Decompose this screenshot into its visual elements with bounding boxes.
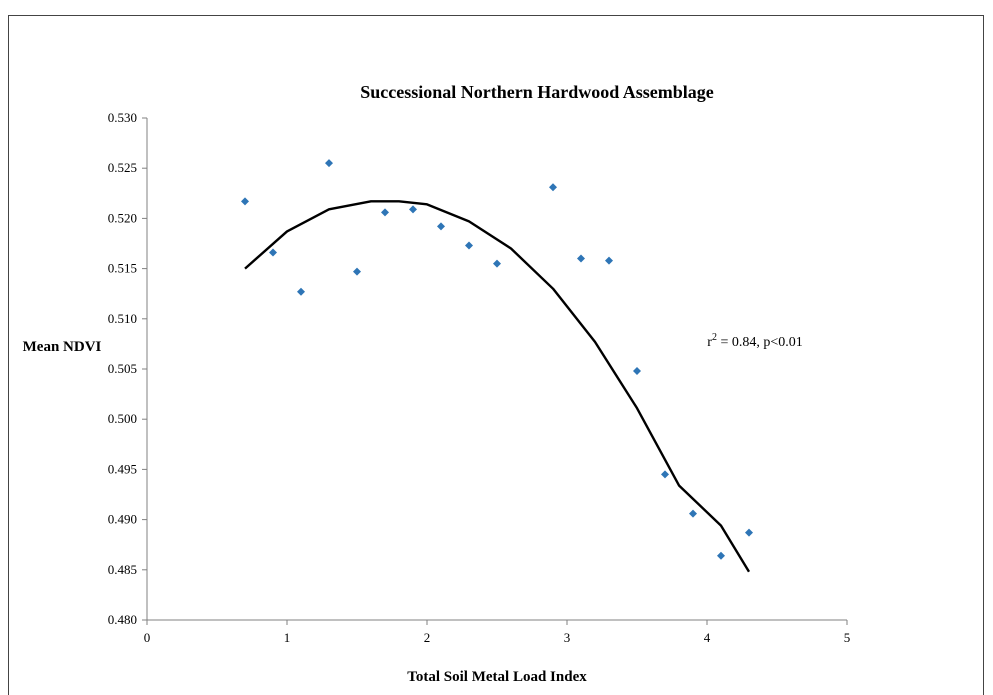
trend-curve <box>244 200 751 573</box>
data-point <box>633 367 641 376</box>
data-point <box>605 256 613 265</box>
annotation-superscript: 2 <box>712 332 717 343</box>
data-point <box>409 205 417 214</box>
data-points <box>241 159 753 560</box>
y-tick-label: 0.485 <box>108 562 137 577</box>
trendline <box>244 200 751 573</box>
x-tick-label: 0 <box>144 630 151 645</box>
data-point <box>269 248 277 257</box>
data-point <box>465 241 473 250</box>
chart-frame <box>8 15 984 695</box>
y-tick-label: 0.500 <box>108 411 137 426</box>
data-point <box>437 222 445 231</box>
x-tick-label: 5 <box>844 630 851 645</box>
data-point <box>493 259 501 268</box>
data-point <box>717 551 725 560</box>
data-point <box>381 208 389 217</box>
y-tick-label: 0.490 <box>108 512 137 527</box>
y-tick-label: 0.510 <box>108 311 137 326</box>
y-tick-label: 0.525 <box>108 160 137 175</box>
data-point <box>689 509 697 518</box>
y-tick-label: 0.480 <box>108 612 137 627</box>
data-point <box>549 183 557 192</box>
x-tick-label: 4 <box>704 630 711 645</box>
data-point <box>297 287 305 296</box>
fit-annotation: r2 = 0.84, p<0.01 <box>707 332 802 350</box>
y-tick-label: 0.515 <box>108 261 137 276</box>
data-point <box>353 267 361 276</box>
y-tick-label: 0.530 <box>108 110 137 125</box>
data-point <box>577 254 585 263</box>
data-point <box>661 470 669 479</box>
x-axis-title: Total Soil Metal Load Index <box>407 669 587 685</box>
x-tick-label: 1 <box>284 630 291 645</box>
data-point <box>241 197 249 206</box>
y-tick-label: 0.495 <box>108 461 137 476</box>
axes: 0.480 0.485 0.490 0.495 0.500 0.505 0.510 0.515… <box>108 110 851 645</box>
x-tick-label: 2 <box>424 630 431 645</box>
annotation-suffix: = 0.84, p<0.01 <box>717 335 803 350</box>
data-point <box>745 528 753 537</box>
y-tick-label: 0.505 <box>108 361 137 376</box>
chart-title: Successional Northern Hardwood Assemblag… <box>360 82 714 102</box>
y-tick-label: 0.520 <box>108 210 137 225</box>
annotation-prefix: r <box>707 335 712 350</box>
data-point <box>325 159 333 168</box>
y-axis-title: Mean NDVI <box>23 339 102 355</box>
x-tick-label: 3 <box>564 630 571 645</box>
